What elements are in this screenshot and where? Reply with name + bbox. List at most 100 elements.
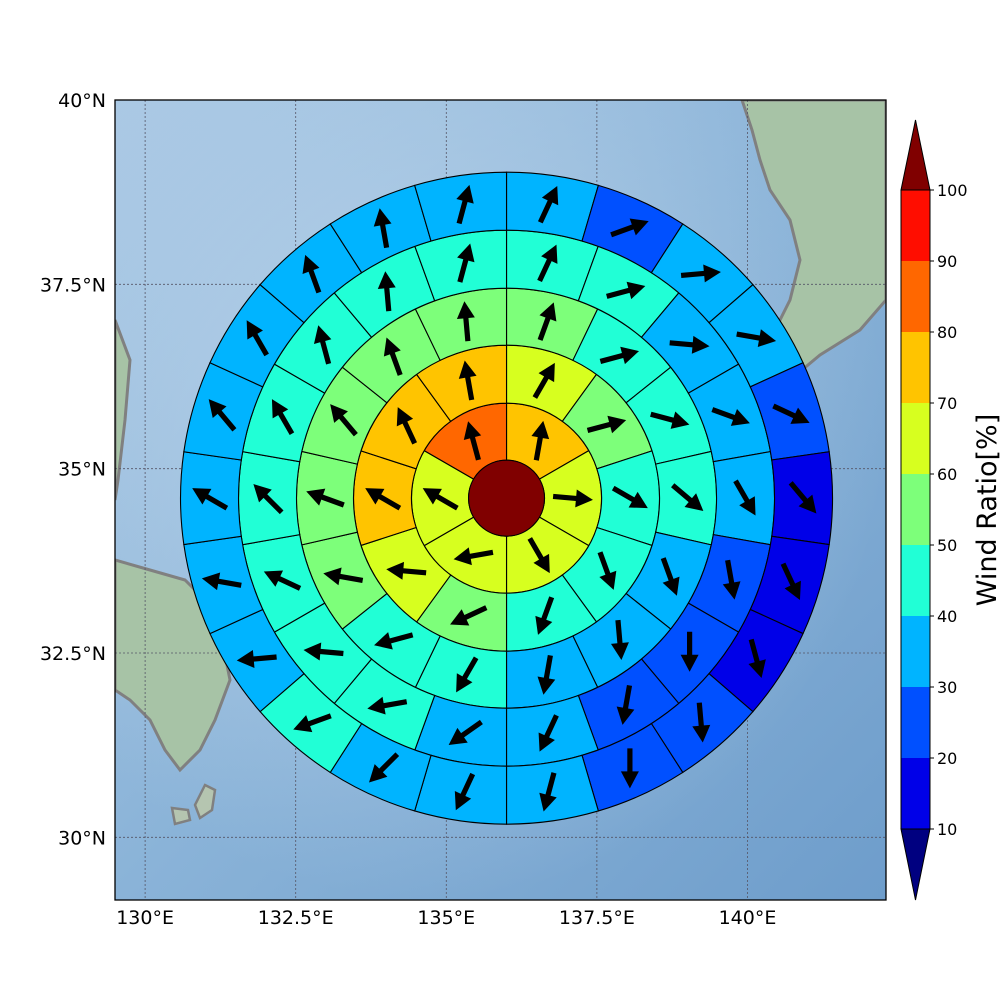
wind-arrow bbox=[650, 411, 690, 429]
x-tick-label: 135°E bbox=[417, 907, 475, 929]
wind-arrow bbox=[313, 325, 332, 365]
wind-arrow bbox=[535, 596, 555, 635]
x-tick-label: 137.5°E bbox=[559, 907, 635, 929]
wind-arrow bbox=[386, 561, 427, 580]
wind-arrow bbox=[450, 605, 488, 626]
wind-arrow bbox=[330, 404, 358, 437]
wind-sectors bbox=[180, 171, 834, 825]
wind-arrow bbox=[772, 403, 810, 424]
wind-arrow bbox=[457, 243, 475, 283]
wind-arrow bbox=[369, 752, 400, 783]
wind-arrow bbox=[374, 632, 414, 650]
colorbar-extend-max bbox=[900, 119, 931, 191]
wind-arrow bbox=[616, 684, 635, 725]
wind-arrow bbox=[293, 713, 332, 733]
yakushima-island bbox=[170, 806, 192, 826]
colorbar-frame bbox=[900, 189, 931, 830]
wind-arrow bbox=[722, 559, 741, 600]
wind-arrow bbox=[552, 489, 593, 508]
wind-arrow bbox=[236, 650, 277, 668]
wind-arrow bbox=[537, 186, 559, 224]
colorbar-title: Wind Ratio[%] bbox=[972, 414, 1000, 606]
wind-arrow bbox=[453, 547, 494, 566]
wind-arrow bbox=[527, 537, 550, 574]
wind-arrow bbox=[201, 572, 242, 591]
wind-arrow bbox=[680, 264, 721, 283]
wind-arrow bbox=[383, 337, 403, 376]
wind-arrow bbox=[620, 748, 639, 789]
y-tick-label: 30°N bbox=[58, 827, 106, 849]
colorbar-tick-label: 100 bbox=[937, 181, 968, 200]
colorbar-tick-label: 10 bbox=[937, 820, 957, 839]
wind-arrow bbox=[192, 488, 229, 511]
wind-arrow bbox=[692, 702, 711, 743]
colorbar: 10 20 30 40 50 60 70 80 90 100 Wind Ratio[%] bbox=[900, 119, 1000, 901]
wind-arrow bbox=[736, 329, 777, 347]
wind-arrow bbox=[610, 619, 629, 660]
colorbar-tick-label: 50 bbox=[937, 536, 957, 555]
wind-arrow bbox=[538, 714, 559, 752]
wind-arrow bbox=[733, 479, 756, 516]
wind-arrow bbox=[606, 281, 646, 300]
wind-arrow bbox=[586, 415, 627, 434]
y-tick-label: 35°N bbox=[58, 459, 106, 481]
wind-arrow bbox=[396, 407, 418, 445]
x-tick-label: 130°E bbox=[116, 907, 174, 929]
wind-arrow bbox=[788, 481, 817, 514]
wind-arrow bbox=[454, 772, 476, 811]
wind-arrow bbox=[448, 719, 483, 745]
wind-arrow bbox=[246, 320, 269, 357]
wind-arrow bbox=[532, 362, 555, 399]
wind-arrows bbox=[192, 184, 817, 812]
wind-arrow bbox=[599, 346, 640, 365]
wind-arrow bbox=[610, 218, 649, 238]
wind-arrow bbox=[373, 208, 392, 249]
wind-arrow bbox=[253, 484, 284, 515]
wind-arrow bbox=[456, 184, 474, 225]
x-tick-label: 132.5°E bbox=[258, 907, 334, 929]
wind-arrow bbox=[660, 557, 680, 596]
colorbar-segment bbox=[901, 190, 930, 261]
x-tick-label: 140°E bbox=[719, 907, 777, 929]
wind-arrow bbox=[306, 488, 345, 508]
colorbar-segment bbox=[901, 403, 930, 474]
wind-arrow bbox=[303, 642, 344, 661]
colorbar-tick-label: 70 bbox=[937, 394, 957, 413]
axes-frame bbox=[114, 99, 887, 901]
wind-arrow bbox=[323, 567, 364, 586]
western-honshu-landmass bbox=[115, 319, 132, 501]
wind-arrow bbox=[377, 271, 396, 312]
wind-arrow bbox=[531, 420, 550, 461]
wind-arrow bbox=[365, 488, 402, 511]
colorbar-tick-label: 60 bbox=[937, 465, 957, 484]
wind-arrow bbox=[748, 638, 766, 679]
wind-arrow bbox=[680, 631, 699, 672]
wind-arrow bbox=[669, 335, 710, 354]
wind-arrow bbox=[780, 562, 801, 600]
wind-arrow bbox=[302, 254, 322, 294]
wind-arrow bbox=[537, 302, 557, 341]
y-tick-label: 40°N bbox=[58, 90, 106, 112]
colorbar-tick-label: 80 bbox=[937, 323, 957, 342]
wind-sector-cell bbox=[505, 754, 600, 825]
map-axes bbox=[114, 99, 887, 901]
wind-arrow bbox=[271, 399, 295, 436]
wind-arrow bbox=[611, 485, 648, 509]
y-tick-label: 37.5°N bbox=[40, 274, 106, 296]
wind-sector-cell bbox=[413, 171, 508, 242]
colorbar-segment bbox=[901, 758, 930, 829]
axis-tick-labels: 130°E 132.5°E 135°E 137.5°E 140°E 30°N 32.5°N 3… bbox=[40, 90, 776, 929]
wind-arrow bbox=[456, 656, 479, 693]
colorbar-segment bbox=[901, 261, 930, 332]
wind-arrow bbox=[367, 696, 408, 715]
y-tick-label: 32.5°N bbox=[40, 643, 106, 665]
wind-arrow bbox=[263, 570, 302, 591]
colorbar-tick-label: 20 bbox=[937, 749, 957, 768]
colorbar-segment bbox=[901, 545, 930, 616]
wind-arrow bbox=[456, 301, 475, 342]
wind-arrow bbox=[671, 483, 704, 512]
wind-arrow bbox=[711, 407, 750, 426]
colorbar-segment bbox=[901, 687, 930, 758]
wind-arrow bbox=[537, 244, 558, 283]
